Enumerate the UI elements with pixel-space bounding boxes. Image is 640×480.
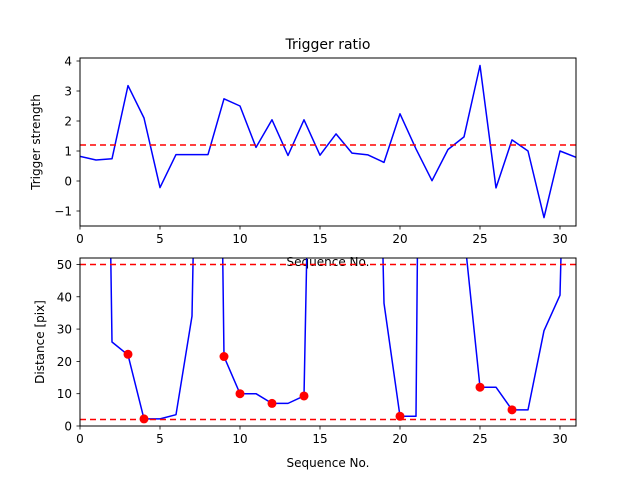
distance-x-axis-label: Sequence No.: [287, 456, 370, 470]
distance-y-tick-label: 40: [57, 290, 72, 304]
distance-data-point: [395, 411, 405, 421]
trigger-y-tick-label: 3: [64, 85, 72, 99]
distance-plot-area: [80, 258, 576, 424]
distance-data-point: [123, 349, 133, 359]
distance-data-point: [507, 405, 517, 415]
distance-x-tick-label: 20: [392, 432, 407, 446]
trigger-y-tick-label: −1: [54, 205, 72, 219]
trigger-x-axis-label: Sequence No.: [287, 255, 370, 269]
trigger-plot-area: [80, 64, 576, 219]
distance-data-point: [219, 352, 229, 362]
distance-x-tick-label: 25: [472, 432, 487, 446]
trigger-x-tick-label: 0: [76, 232, 84, 246]
trigger-x-tick-label: 30: [552, 232, 567, 246]
distance-axes: 0 5 10 15 20 25 30 0 10 20 30 40 50 Sequence No. Dis…: [33, 257, 577, 470]
distance-y-tick-label: 20: [57, 355, 72, 369]
trigger-y-tick-label: 1: [64, 145, 72, 159]
distance-x-tick-label: 0: [76, 432, 84, 446]
trigger-x-tick-label: 25: [472, 232, 487, 246]
distance-x-tick-label: 5: [156, 432, 164, 446]
distance-data-point: [475, 382, 485, 392]
distance-y-tick-label: 30: [57, 323, 72, 337]
distance-data-point: [235, 389, 245, 399]
distance-y-tick-label: 50: [57, 258, 72, 272]
distance-data-point: [299, 391, 309, 401]
distance-axes-frame: [79, 257, 577, 427]
trigger-series-line: [80, 64, 576, 219]
trigger-x-tick-label: 10: [232, 232, 247, 246]
distance-plot-content: [80, 258, 576, 424]
trigger-y-axis-label: Trigger strength: [29, 94, 43, 191]
distance-data-point: [267, 398, 277, 408]
trigger-plot-content: [80, 64, 576, 219]
distance-y-tick-label: 0: [64, 420, 72, 434]
distance-x-tick-label: 15: [312, 432, 327, 446]
distance-x-tick-label: 30: [552, 432, 567, 446]
trigger-x-tick-label: 5: [156, 232, 164, 246]
trigger-y-tick-label: 2: [64, 115, 72, 129]
distance-y-axis-label: Distance [pix]: [33, 300, 47, 384]
chart-title: Trigger ratio: [284, 37, 370, 53]
trigger-y-tick-label: 0: [64, 175, 72, 189]
trigger-x-tick-label: 20: [392, 232, 407, 246]
trigger-x-tick-label: 15: [312, 232, 327, 246]
distance-x-tick-label: 10: [232, 432, 247, 446]
distance-data-point: [139, 414, 149, 424]
trigger-y-tick-label: 4: [64, 55, 72, 69]
distance-ticks: 0 5 10 15 20 25 30 0 10 20 30 40 50: [57, 258, 568, 446]
trigger-axes-frame: [79, 57, 577, 227]
distance-y-tick-label: 10: [57, 387, 72, 401]
trigger-ticks: 0 5 10 15 20 25 30 −1 0 1 2 3 4: [54, 55, 567, 247]
